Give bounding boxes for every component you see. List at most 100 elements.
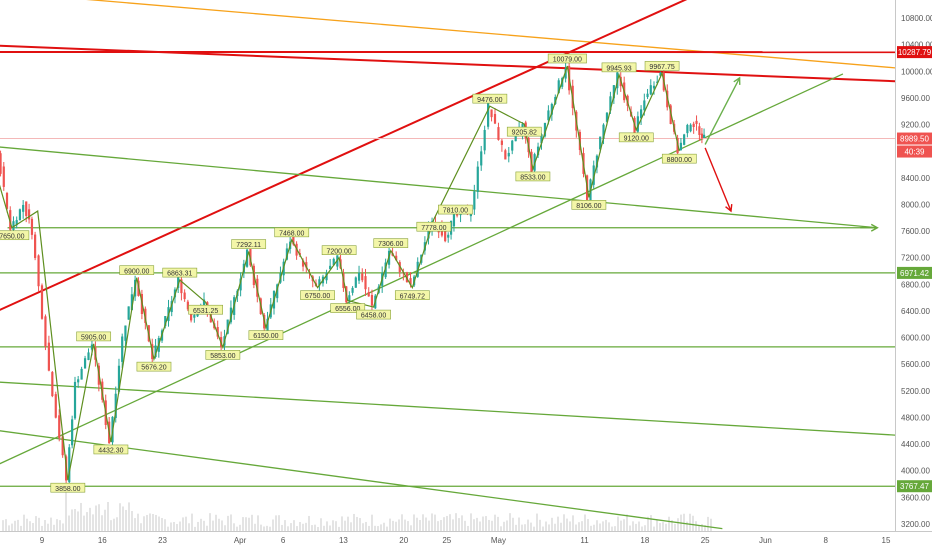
candle-body: [41, 285, 43, 319]
volume-bar: [41, 526, 43, 531]
volume-bar: [263, 526, 265, 531]
pivot-label: 4432.30: [94, 445, 128, 455]
projection-arrow: [705, 148, 731, 211]
y-tick-label: 7200.00: [901, 254, 930, 263]
y-tick-label: 9600.00: [901, 94, 930, 103]
y-tick-label: 5200.00: [901, 387, 930, 396]
volume-bar: [431, 513, 433, 531]
pivot-label: 7200.00: [322, 246, 356, 256]
volume-bar: [590, 526, 592, 531]
volume-bar: [56, 519, 58, 531]
volume-bar: [332, 520, 334, 531]
volume-bar: [107, 502, 109, 531]
candle-body: [453, 213, 455, 226]
y-tick-label: 8400.00: [901, 174, 930, 183]
volume-bar: [86, 512, 88, 531]
trendline: [8, 0, 912, 69]
price-badge-text: 3767.47: [900, 482, 929, 491]
volume-bar: [608, 522, 610, 531]
candle-body: [124, 326, 126, 341]
volume-bar: [686, 522, 688, 531]
volume-bar: [710, 519, 712, 531]
pivot-label: 7810.00: [438, 205, 472, 215]
candle-body: [473, 191, 475, 209]
volume-bar: [443, 517, 445, 531]
volume-bar: [461, 515, 463, 531]
pivot-label-text: 6863.31: [167, 271, 192, 278]
x-tick-label: 25: [442, 536, 451, 545]
candle-body: [19, 209, 21, 220]
volume-bar: [8, 525, 10, 531]
pivot-label-text: 6900.00: [124, 268, 149, 275]
candle-body: [690, 125, 692, 131]
volume-bar: [125, 510, 127, 531]
trendline: [0, 43, 912, 82]
volume-bar: [398, 519, 400, 531]
volume-bar: [626, 514, 628, 531]
volume-bar: [275, 515, 277, 531]
pivot-label-text: 5676.20: [141, 365, 166, 372]
volume-bar: [242, 517, 244, 531]
volume-bar: [74, 509, 76, 531]
y-tick-label: 6800.00: [901, 280, 930, 289]
volume-bar: [497, 517, 499, 531]
volume-bar: [506, 520, 508, 531]
pivot-label-text: 9120.00: [624, 135, 649, 142]
candle-body: [58, 415, 60, 438]
volume-bar: [395, 522, 397, 531]
volume-bar: [335, 521, 337, 531]
price-badge-text: 40:39: [904, 148, 925, 157]
pivot-label-text: 4432.30: [98, 448, 123, 455]
volume-bar: [407, 521, 409, 531]
volume-bar: [287, 526, 289, 531]
volume-bar: [566, 519, 568, 531]
x-tick-label: Apr: [234, 536, 247, 545]
volume-bar: [149, 513, 151, 531]
volume-bar: [350, 522, 352, 531]
volume-bar: [683, 514, 685, 531]
pivot-label: 7292.11: [232, 240, 266, 250]
volume-bar: [14, 521, 16, 531]
candle-body: [447, 235, 449, 238]
volume-bar: [293, 520, 295, 531]
volume-bar: [581, 521, 583, 531]
volume-bar: [380, 524, 382, 531]
volume-bar: [488, 520, 490, 531]
volume-bar: [662, 522, 664, 531]
pivot-label: 6150.00: [249, 331, 283, 341]
candle-body: [680, 143, 682, 150]
candle-body: [44, 316, 46, 346]
x-tick-label: 9: [40, 536, 45, 545]
volume-bar: [371, 515, 373, 531]
x-tick-label: 16: [98, 536, 107, 545]
pivot-label: 3858.00: [51, 483, 85, 493]
volume-bar: [638, 522, 640, 531]
candle-body: [477, 167, 479, 192]
pivot-label: 8800.00: [662, 154, 696, 164]
pivot-label: 9945.93: [602, 63, 636, 73]
volume-bar: [305, 523, 307, 531]
volume-bar: [65, 493, 67, 531]
volume-bar: [320, 518, 322, 531]
volume-bar: [29, 521, 31, 531]
volume-bar: [119, 503, 121, 531]
y-tick-label: 9200.00: [901, 121, 930, 130]
x-tick-label: 11: [580, 536, 589, 545]
price-badge: 6971.42: [897, 267, 932, 279]
volume-bar: [143, 516, 145, 531]
volume-bar: [140, 523, 142, 531]
volume-bar: [260, 525, 262, 531]
trendline: [0, 140, 877, 228]
volume-bar: [698, 526, 700, 531]
volume-bar: [494, 515, 496, 531]
candle-body: [508, 153, 510, 156]
candle-body: [368, 292, 370, 296]
volume-bar: [80, 503, 82, 531]
volume-bar: [11, 524, 13, 531]
candle-body: [361, 274, 363, 281]
volume-bar: [620, 521, 622, 531]
volume-bar: [593, 525, 595, 531]
volume-bar: [548, 524, 550, 531]
volume-bar: [482, 516, 484, 531]
